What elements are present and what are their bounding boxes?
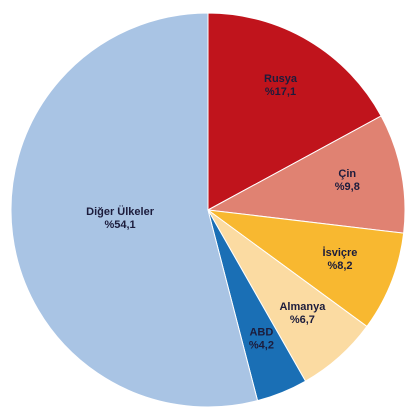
slice-name: İsviçre [323,246,358,259]
slice-name: Rusya [264,73,298,85]
slice-value: %17,1 [265,86,296,98]
slice-value: %54,1 [104,219,135,231]
slice-label: Diğer Ülkeler %54,1 [86,205,155,231]
slice-value: %8,2 [327,260,352,272]
slice-label: Almanya %6,7 [279,301,326,326]
pie-slice [206,115,406,234]
slice-label: İsviçre %8,2 [323,246,358,272]
slice-value: %9,8 [335,181,360,193]
pie-slice [10,12,259,408]
slice-name: ABD [249,326,273,338]
slice-label: Rusya %17,1 [264,73,298,98]
slice-name: Çin [338,168,356,180]
pie-slice [206,209,405,328]
slice-value: %4,2 [249,339,274,351]
slice-label: Çin %9,8 [335,168,360,193]
slice-name: Diğer Ülkeler [86,205,155,218]
slice-value: %6,7 [290,314,315,326]
pie-slice [207,12,382,211]
slice-name: Almanya [279,301,326,313]
slice-label: ABD %4,2 [249,326,274,351]
